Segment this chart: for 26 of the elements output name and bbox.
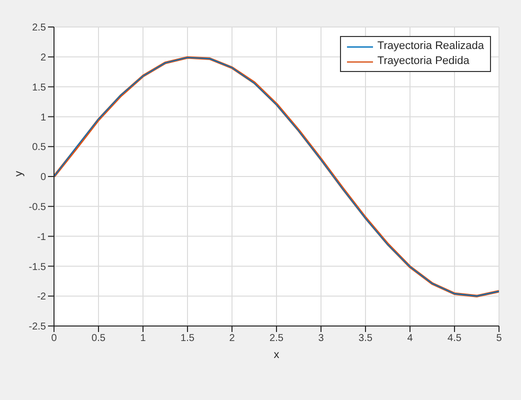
y-tick-label: -0.5 bbox=[28, 202, 46, 213]
x-tick-label: 3.5 bbox=[358, 333, 373, 344]
x-tick-label: 0.5 bbox=[92, 333, 106, 344]
x-tick-label: 3 bbox=[318, 333, 324, 344]
x-tick-label: 1.5 bbox=[180, 333, 195, 344]
y-tick-label: -2 bbox=[37, 292, 46, 303]
y-tick-label: -1 bbox=[37, 232, 46, 243]
legend-label: Trayectoria Realizada bbox=[377, 39, 484, 54]
y-tick-label: -2.5 bbox=[28, 322, 46, 333]
y-tick-label: 2 bbox=[40, 52, 46, 64]
y-tick-label: 2.5 bbox=[32, 22, 46, 34]
y-tick-label: 0 bbox=[40, 172, 46, 184]
x-tick-label: 2.5 bbox=[270, 333, 284, 344]
y-tick-label: 1.5 bbox=[32, 82, 46, 94]
legend-label: Trayectoria Pedida bbox=[377, 54, 470, 69]
x-tick-label: 4.5 bbox=[448, 333, 462, 344]
y-tick-label: 0.5 bbox=[32, 142, 46, 154]
x-tick-label: 0 bbox=[51, 333, 58, 344]
y-tick-label: -1.5 bbox=[28, 262, 46, 273]
y-tick-label: 1 bbox=[40, 112, 46, 124]
x-tick-label: 1 bbox=[140, 333, 146, 344]
x-tick-label: 2 bbox=[229, 333, 236, 344]
x-tick-label: 5 bbox=[496, 333, 502, 344]
x-axis-title: x bbox=[274, 349, 280, 361]
x-tick-label: 4 bbox=[407, 333, 414, 344]
y-axis-title: y bbox=[12, 170, 25, 176]
